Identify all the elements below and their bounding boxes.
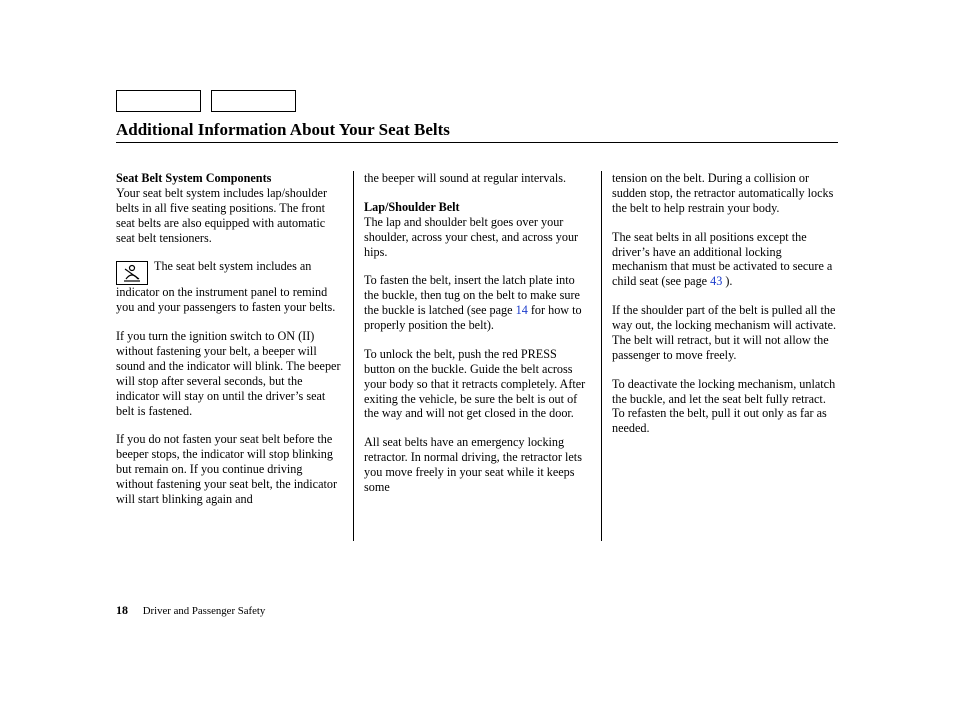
para-deactivate: To deactivate the locking mechanism, unl… xyxy=(612,377,838,437)
para-tension: tension on the belt. During a collision … xyxy=(612,171,838,216)
para-beeper-cont: the beeper will sound at regular interva… xyxy=(364,171,590,186)
para-lapshoulder: The lap and shoulder belt goes over your… xyxy=(364,215,578,259)
page-title: Additional Information About Your Seat B… xyxy=(116,120,838,140)
header-box-2 xyxy=(211,90,296,112)
para-child-seat: The seat belts in all positions except t… xyxy=(612,230,838,290)
para-ignition: If you turn the ignition switch to ON (I… xyxy=(116,329,342,418)
column-1: Seat Belt System Components Your seat be… xyxy=(116,171,342,541)
header-placeholder-boxes xyxy=(116,90,838,112)
header-box-1 xyxy=(116,90,201,112)
column-3: tension on the belt. During a collision … xyxy=(612,171,838,541)
page-footer: 18 Driver and Passenger Safety xyxy=(116,603,265,618)
page-number: 18 xyxy=(116,603,128,617)
column-separator-2 xyxy=(601,171,602,541)
column-2: the beeper will sound at regular interva… xyxy=(364,171,590,541)
content-columns: Seat Belt System Components Your seat be… xyxy=(116,171,838,541)
column-separator-1 xyxy=(353,171,354,541)
indicator-block: The seat belt system includes an indicat… xyxy=(116,259,342,315)
section-heading-components: Seat Belt System Components xyxy=(116,171,271,185)
para-components: Your seat belt system includes lap/shoul… xyxy=(116,186,327,245)
para-retractor: All seat belts have an emergency locking… xyxy=(364,435,590,495)
seatbelt-indicator-icon xyxy=(116,261,148,285)
title-rule xyxy=(116,142,838,143)
para-child-seat-b: ). xyxy=(722,274,732,288)
para-fasten: To fasten the belt, insert the latch pla… xyxy=(364,273,590,333)
para-shoulder-pull: If the shoulder part of the belt is pull… xyxy=(612,303,838,363)
footer-section-label: Driver and Passenger Safety xyxy=(143,605,266,617)
page-link-43[interactable]: 43 xyxy=(710,274,722,288)
page-link-14[interactable]: 14 xyxy=(516,303,528,317)
manual-page: Additional Information About Your Seat B… xyxy=(0,0,954,710)
para-unlock: To unlock the belt, push the red PRESS b… xyxy=(364,347,590,421)
para-not-fasten: If you do not fasten your seat belt befo… xyxy=(116,432,342,506)
section-heading-lapshoulder: Lap/Shoulder Belt xyxy=(364,200,460,214)
